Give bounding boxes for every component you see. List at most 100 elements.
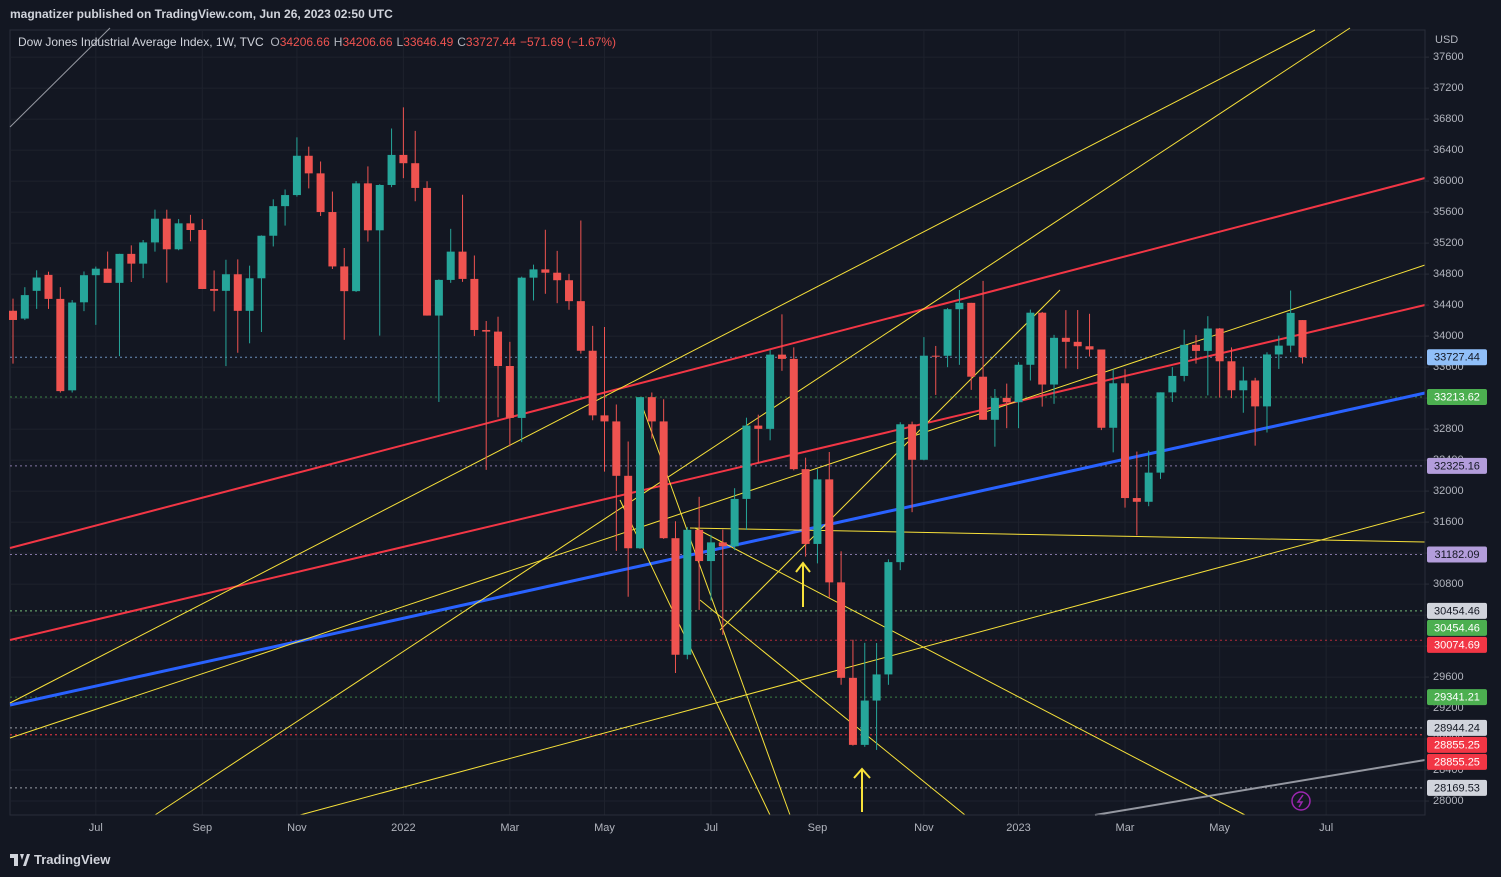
candle-body [837, 582, 846, 678]
candle-body [813, 479, 822, 544]
y-tick-label: 37600 [1433, 51, 1464, 63]
legend: Dow Jones Industrial Average Index, 1W, … [18, 35, 616, 49]
candle-body [789, 358, 798, 470]
candle-body [79, 275, 88, 303]
candle-body [446, 251, 455, 280]
candle-body [647, 397, 656, 422]
candle-body [221, 274, 230, 291]
candle-body [1168, 375, 1177, 393]
price-level-label: 30074.69 [1434, 639, 1480, 651]
currency-label: USD [1435, 34, 1458, 46]
price-level-box [1427, 719, 1487, 736]
candle-body [600, 415, 609, 422]
candle-body [955, 302, 964, 310]
candle-body [553, 272, 562, 281]
candle-body [1239, 380, 1248, 391]
candle-body [695, 529, 704, 562]
x-tick-label: May [1209, 822, 1230, 834]
chart-title: Dow Jones Industrial Average Index, 1W, … [18, 35, 264, 49]
candle-body [801, 469, 810, 544]
legend-value: 33646.49 [403, 35, 454, 49]
candle-body [269, 206, 278, 236]
candle-body [245, 278, 254, 311]
candle-body [1050, 337, 1059, 385]
footer: TradingView [10, 852, 110, 867]
price-level-box [1427, 753, 1487, 770]
x-tick-label: Jul [704, 822, 718, 834]
x-tick-label: Mar [500, 822, 519, 834]
plot-area [9, 29, 1426, 816]
candle-body [399, 154, 408, 164]
candle-body [316, 173, 325, 213]
x-tick-label: Nov [914, 822, 934, 834]
candle-body [1038, 312, 1047, 385]
y-tick-label: 29600 [1433, 671, 1464, 683]
candle-body [1156, 392, 1165, 473]
x-tick-label: May [594, 822, 615, 834]
candle-body [967, 302, 976, 377]
brand-logo [10, 853, 30, 866]
candle-body [198, 230, 207, 289]
candles [9, 107, 1307, 750]
trend-line [719, 289, 1061, 631]
candle-body [328, 212, 337, 267]
candle-body [766, 354, 775, 429]
x-tick-label: 2022 [391, 822, 415, 834]
candle-body [990, 397, 999, 420]
legend-prefix: O [270, 35, 280, 49]
candle-body [671, 538, 680, 655]
candle-body [423, 187, 432, 316]
candle-body [1144, 472, 1153, 502]
legend-value: 34206.66 [342, 35, 393, 49]
candle-body [1180, 344, 1189, 376]
brand: TradingView [34, 852, 111, 867]
y-tick-label: 34000 [1433, 330, 1464, 342]
price-axis [1425, 30, 1501, 815]
candle-body [434, 279, 443, 316]
candle-body [20, 295, 29, 319]
price-level-box [1427, 349, 1487, 366]
x-tick-label: Sep [808, 822, 828, 834]
candle-body [730, 498, 739, 547]
candle-body [44, 274, 53, 299]
candle-body [1109, 383, 1118, 428]
price-level-label: 33727.44 [1434, 352, 1480, 364]
trend-line [1094, 759, 1426, 816]
price-level-box [1427, 689, 1487, 706]
candle-body [931, 355, 940, 357]
candle-body [281, 195, 290, 207]
price-level-label: 33213.62 [1434, 391, 1480, 403]
candle-body [257, 235, 266, 279]
candle-body [1061, 337, 1070, 342]
candle-body [884, 562, 893, 675]
event-icon[interactable] [1291, 791, 1311, 811]
candle-body [482, 329, 491, 332]
y-tick-label: 34400 [1433, 299, 1464, 311]
candle-body [706, 542, 715, 562]
x-tick-label: Nov [287, 822, 307, 834]
candle-body [1203, 328, 1212, 351]
trend-line [9, 304, 1426, 641]
candle-body [872, 674, 881, 701]
candle-body [162, 218, 171, 250]
price-level-label: 28944.24 [1434, 722, 1480, 734]
price-level-label: 31182.09 [1434, 549, 1479, 561]
price-level-box [1427, 779, 1487, 796]
legend-value: 34206.66 [279, 35, 330, 49]
candle-body [127, 253, 136, 264]
arrow [853, 767, 871, 812]
price-level-lines [10, 356, 1425, 789]
candle-body [1132, 498, 1141, 502]
trend-line [9, 177, 1426, 549]
price-level-label: 29341.21 [1434, 692, 1480, 704]
grid [10, 30, 1425, 815]
candle-body [458, 251, 467, 279]
y-tick-label: 35200 [1433, 237, 1464, 249]
candle-body [210, 288, 219, 291]
candle-body [919, 355, 928, 460]
candle-body [825, 479, 834, 583]
candle-body [32, 277, 41, 291]
candle-body [9, 310, 17, 320]
y-tick-label: 37200 [1433, 82, 1464, 94]
